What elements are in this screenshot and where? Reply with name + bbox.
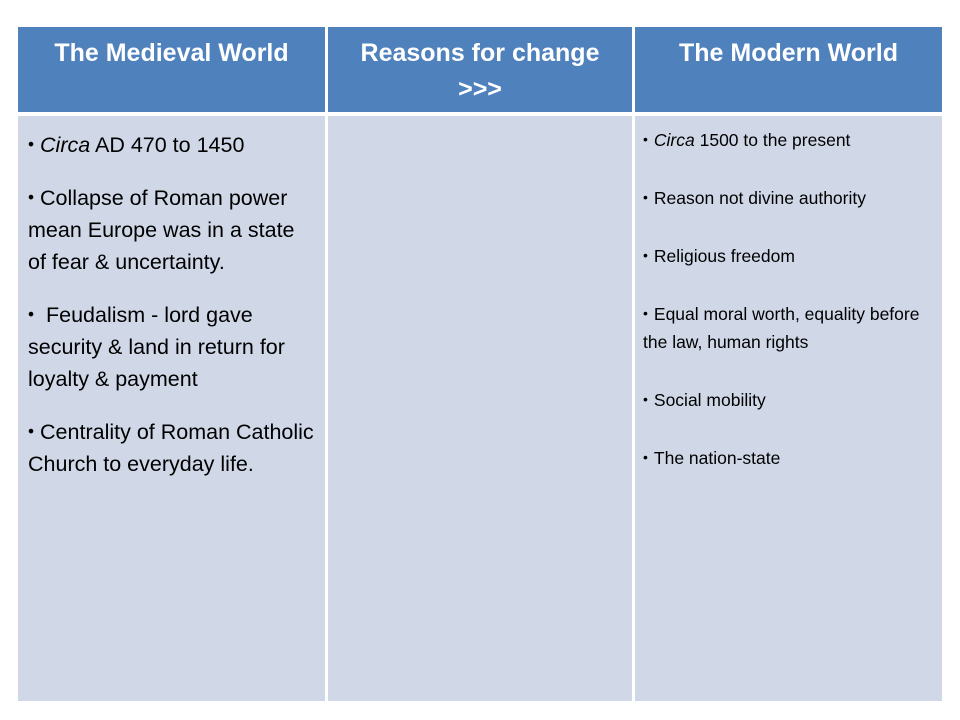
header-modern-world: The Modern World: [635, 27, 942, 112]
header-medieval-world: The Medieval World: [18, 27, 325, 112]
bullet: •: [643, 449, 648, 465]
medieval-item: • Centrality of Roman Catholic Church to …: [28, 415, 315, 480]
medieval-item-text: Collapse of Roman power mean Europe was …: [28, 186, 295, 274]
modern-item: • Social mobility: [643, 385, 934, 414]
header-reasons-label: Reasons for change: [360, 39, 600, 67]
bullet: •: [28, 134, 35, 154]
bullet: •: [643, 391, 648, 407]
modern-item: • Equal moral worth, equality before the …: [643, 299, 934, 356]
modern-item: • The nation-state: [643, 443, 934, 472]
medieval-item-text: Feudalism - lord gave security & land in…: [28, 303, 285, 391]
bullet: •: [643, 305, 648, 321]
bullet: •: [643, 131, 648, 147]
modern-item-text: Equal moral worth, equality before the l…: [643, 304, 920, 352]
bullet: •: [28, 187, 35, 207]
modern-list: • Circa 1500 to the present • Reason not d…: [643, 125, 934, 472]
modern-item-text: The nation-state: [653, 448, 781, 468]
modern-item-text: Social mobility: [653, 390, 766, 410]
header-modern-world-label: The Modern World: [679, 39, 898, 67]
medieval-item: • Collapse of Roman power mean Europe was…: [28, 181, 315, 278]
header-reasons-arrows: >>>: [458, 75, 502, 103]
medieval-item: • Circa AD 470 to 1450: [28, 128, 315, 161]
bullet: •: [28, 304, 35, 324]
modern-item: • Reason not divine authority: [643, 183, 934, 212]
modern-item: • Religious freedom: [643, 241, 934, 270]
medieval-item-emphasis: Circa: [40, 133, 91, 157]
reasons-column: [328, 116, 632, 701]
modern-item-text: 1500 to the present: [694, 130, 851, 150]
medieval-item: • Feudalism - lord gave security & land …: [28, 298, 315, 395]
medieval-item-text: AD 470 to 1450: [90, 133, 245, 157]
comparison-table: The Medieval World Reasons for change >>…: [18, 27, 942, 701]
bullet: •: [643, 247, 648, 263]
medieval-column: • Circa AD 470 to 1450 • Collapse of Roman…: [18, 116, 325, 701]
bullet: •: [643, 189, 648, 205]
modern-item: • Circa 1500 to the present: [643, 125, 934, 154]
modern-item-text: Religious freedom: [653, 246, 795, 266]
modern-column: • Circa 1500 to the present • Reason not d…: [635, 116, 942, 701]
medieval-item-text: Centrality of Roman Catholic Church to e…: [28, 420, 314, 476]
bullet: •: [28, 421, 35, 441]
medieval-list: • Circa AD 470 to 1450 • Collapse of Roman…: [28, 128, 315, 480]
modern-item-emphasis: Circa: [653, 130, 695, 150]
header-medieval-world-label: The Medieval World: [54, 39, 289, 67]
modern-item-text: Reason not divine authority: [653, 188, 866, 208]
header-reasons-for-change: Reasons for change >>>: [328, 27, 632, 112]
